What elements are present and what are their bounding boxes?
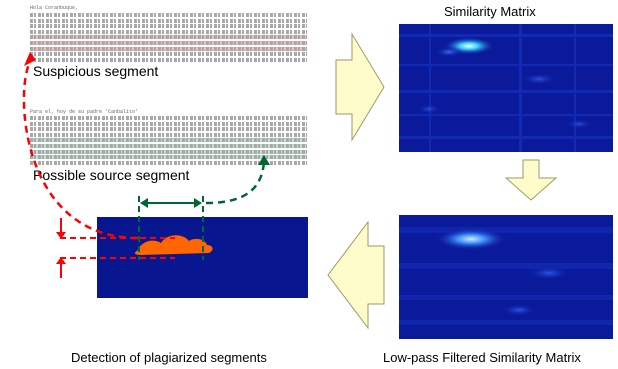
lowpass-matrix-heatmap — [399, 227, 613, 325]
green-dashed-curve — [205, 161, 266, 205]
red-dashed-curve — [22, 61, 139, 240]
lowpass-matrix — [399, 215, 613, 339]
source-document: Para el, hoy de su padre 'Canbalito' — [30, 109, 307, 169]
green-curve-arrowhead — [258, 155, 270, 165]
detection-label: Detection of plagiarized segments — [71, 350, 267, 365]
detection-blob — [134, 235, 213, 255]
similarity-matrix — [399, 24, 613, 152]
down-block-arrow — [504, 159, 558, 201]
similarity-matrix-title: Similarity Matrix — [444, 4, 536, 19]
suspicious-doc-heading: Hola Coranbuque, — [30, 5, 79, 11]
suspicious-document: Hola Coranbuque, — [30, 5, 307, 70]
red-arrow-up-head — [56, 257, 66, 264]
lowpass-matrix-label: Low-pass Filtered Similarity Matrix — [383, 350, 581, 365]
similarity-matrix-heatmap — [399, 24, 613, 152]
left-block-arrow — [327, 220, 385, 330]
suspicious-segment-label: Suspicious segment — [33, 63, 159, 79]
source-doc-heading: Para el, hoy de su padre 'Canbalito' — [30, 109, 139, 115]
green-double-arrow-left-head — [140, 198, 148, 208]
possible-source-segment-label: Possible source segment — [33, 167, 190, 183]
red-curve-arrowhead — [24, 52, 36, 66]
red-arrow-down-head — [56, 232, 66, 239]
right-block-arrow — [335, 32, 385, 142]
green-double-arrow-right-head — [194, 198, 202, 208]
